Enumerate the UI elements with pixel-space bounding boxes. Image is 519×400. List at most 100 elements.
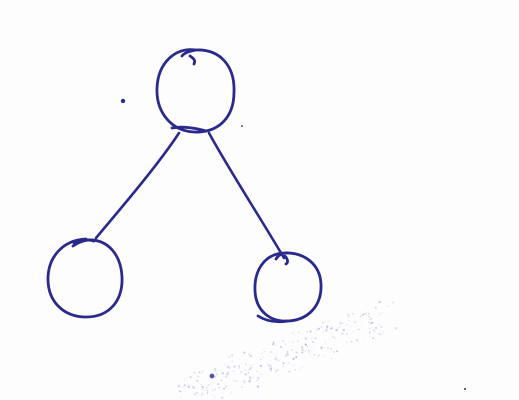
smudge-speck (346, 323, 348, 326)
smudge-speck (366, 305, 368, 307)
smudge-speck (391, 301, 395, 304)
smudge-speck (314, 337, 317, 340)
smudge-speck (353, 320, 357, 324)
smudge-speck (320, 346, 323, 349)
smudge-speck (368, 331, 372, 334)
smudge-speck (331, 327, 333, 329)
smudge-speck (270, 365, 273, 367)
smudge-speck (363, 338, 365, 340)
smudge-speck (372, 329, 375, 332)
smudge-speck (320, 326, 323, 328)
tree-node-right-child (253, 251, 323, 324)
smudge-speck (313, 354, 316, 356)
smudge-speck (309, 355, 312, 357)
smudge-speck (224, 364, 226, 366)
smudge-speck (350, 340, 353, 343)
smudge-speck (368, 313, 370, 315)
smudge-speck (301, 346, 304, 349)
smudge-speck (256, 379, 259, 382)
smudge-speck (257, 377, 260, 379)
smudge-speck (200, 383, 202, 385)
smudge-speck (216, 373, 218, 376)
smudge-speck (200, 372, 203, 374)
smudge-speck (274, 358, 277, 361)
smudge-speck (374, 306, 377, 309)
smudge-speck (325, 329, 328, 332)
smudge-speck (207, 393, 209, 395)
smudge-speck (223, 387, 226, 390)
smudge-speck (249, 376, 252, 379)
smudge-speck (207, 383, 210, 387)
smudge-speck (225, 385, 228, 388)
smudge-speck (234, 380, 236, 382)
smudge-speck (333, 351, 335, 353)
smudge-speck (337, 350, 339, 352)
smudge-speck (193, 371, 196, 374)
smudge-speck (364, 312, 367, 315)
smudge-speck (213, 367, 217, 371)
smudge-speck (380, 334, 382, 336)
smudge-speck (310, 338, 313, 340)
smudge-speck (191, 385, 194, 387)
smudge-speck (297, 340, 299, 342)
smudge-speck (195, 380, 198, 382)
smudge-speck (346, 342, 348, 344)
smudge-speck (273, 354, 275, 356)
smudge-blot (209, 373, 215, 379)
smudge-speck (317, 354, 320, 357)
smudge-speck (183, 384, 186, 387)
smudge-speck (214, 389, 217, 391)
smudge-speck (234, 373, 236, 375)
smudge-speck (244, 369, 247, 371)
smudge-speck (252, 376, 254, 378)
smudge-speck (249, 366, 253, 370)
smudge-speck (306, 331, 308, 333)
smudge-speck (332, 326, 334, 327)
stray-dot (464, 388, 466, 390)
smudge-speck (227, 371, 230, 374)
smudge-speck (292, 341, 294, 343)
smudge-speck (262, 348, 265, 351)
smudge-speck (348, 320, 350, 322)
smudge-speck (243, 351, 246, 354)
smudge-speck (215, 375, 217, 377)
smudge-speck (284, 343, 287, 345)
smudge-speck (348, 339, 350, 341)
smudge-speck (368, 315, 370, 318)
smudge-speck (242, 354, 244, 356)
smudge-speck (225, 375, 228, 378)
smudge-speck (212, 394, 214, 396)
tree-node-left-child (46, 237, 124, 319)
smudge-speck (201, 385, 203, 388)
smudge-speck (233, 366, 236, 368)
smudge-speck (260, 358, 262, 360)
smudge-speck (369, 318, 372, 321)
smudge-speck (330, 327, 333, 330)
smudge-speck (312, 341, 314, 343)
smudge-speck (372, 337, 375, 340)
smudge-speck (359, 315, 362, 318)
smudge-speck (361, 313, 365, 317)
smudge-speck (261, 352, 263, 355)
smudge-speck (306, 345, 309, 348)
smudge-speck (243, 381, 246, 384)
smudge-speck (248, 380, 251, 383)
smudge-speck (292, 332, 294, 334)
smudge-speck (217, 383, 220, 386)
smudge-speck (182, 386, 185, 389)
smudge-speck (378, 313, 381, 316)
smudge-speck (340, 323, 342, 325)
smudge-speck (322, 331, 324, 333)
smudge-speck (205, 386, 208, 389)
smudge-speck (326, 327, 328, 330)
smudge-speck (367, 313, 370, 316)
smudge-speck (249, 378, 252, 381)
smudge-speck (234, 365, 236, 367)
smudge-speck (304, 350, 306, 352)
smudge-speck (339, 326, 340, 328)
smudge-speck (226, 365, 230, 369)
smudge-speck (215, 372, 218, 375)
smudge-speck (228, 356, 231, 358)
smudge-speck (315, 329, 318, 331)
